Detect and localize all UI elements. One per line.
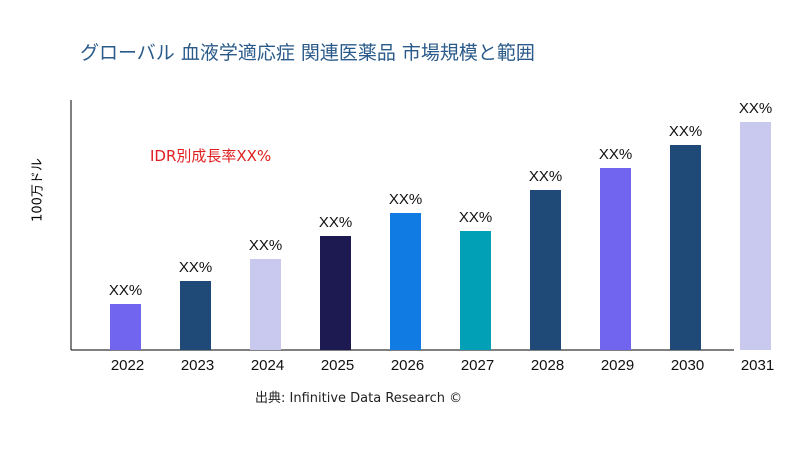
bar-2030 — [670, 145, 701, 350]
bar-2025 — [320, 236, 351, 350]
bar-2022 — [110, 304, 141, 350]
x-tick-2030: 2030 — [671, 357, 704, 374]
bar-2027 — [460, 231, 491, 350]
x-tick-2026: 2026 — [391, 357, 424, 374]
x-tick-2031: 2031 — [741, 357, 774, 374]
cagr-annotation: IDR別成長率XX% — [150, 147, 272, 165]
data-label-2028: XX% — [529, 168, 562, 185]
bar-2031 — [740, 122, 771, 350]
source-note: 出典: Infinitive Data Research © — [255, 391, 463, 406]
x-tick-2028: 2028 — [531, 357, 564, 374]
chart-title: グローバル 血液学適応症 関連医薬品 市場規模と範囲 — [80, 42, 535, 64]
data-label-2031: XX% — [739, 100, 772, 117]
bar-2028 — [530, 190, 561, 350]
data-label-2026: XX% — [389, 191, 422, 208]
data-label-2025: XX% — [319, 214, 352, 231]
data-label-2027: XX% — [459, 209, 492, 226]
bar-2026 — [390, 213, 421, 350]
data-label-2023: XX% — [179, 259, 212, 276]
bar-2023 — [180, 281, 211, 350]
data-label-2029: XX% — [599, 146, 632, 163]
data-label-2022: XX% — [109, 282, 142, 299]
x-tick-2025: 2025 — [321, 357, 354, 374]
x-tick-2029: 2029 — [601, 357, 634, 374]
x-tick-2023: 2023 — [181, 357, 214, 374]
data-label-2024: XX% — [249, 237, 282, 254]
x-tick-2022: 2022 — [111, 357, 144, 374]
x-tick-2027: 2027 — [461, 357, 494, 374]
x-tick-2024: 2024 — [251, 357, 284, 374]
bar-2024 — [250, 259, 281, 350]
bar-2029 — [600, 168, 631, 350]
data-label-2030: XX% — [669, 123, 702, 140]
